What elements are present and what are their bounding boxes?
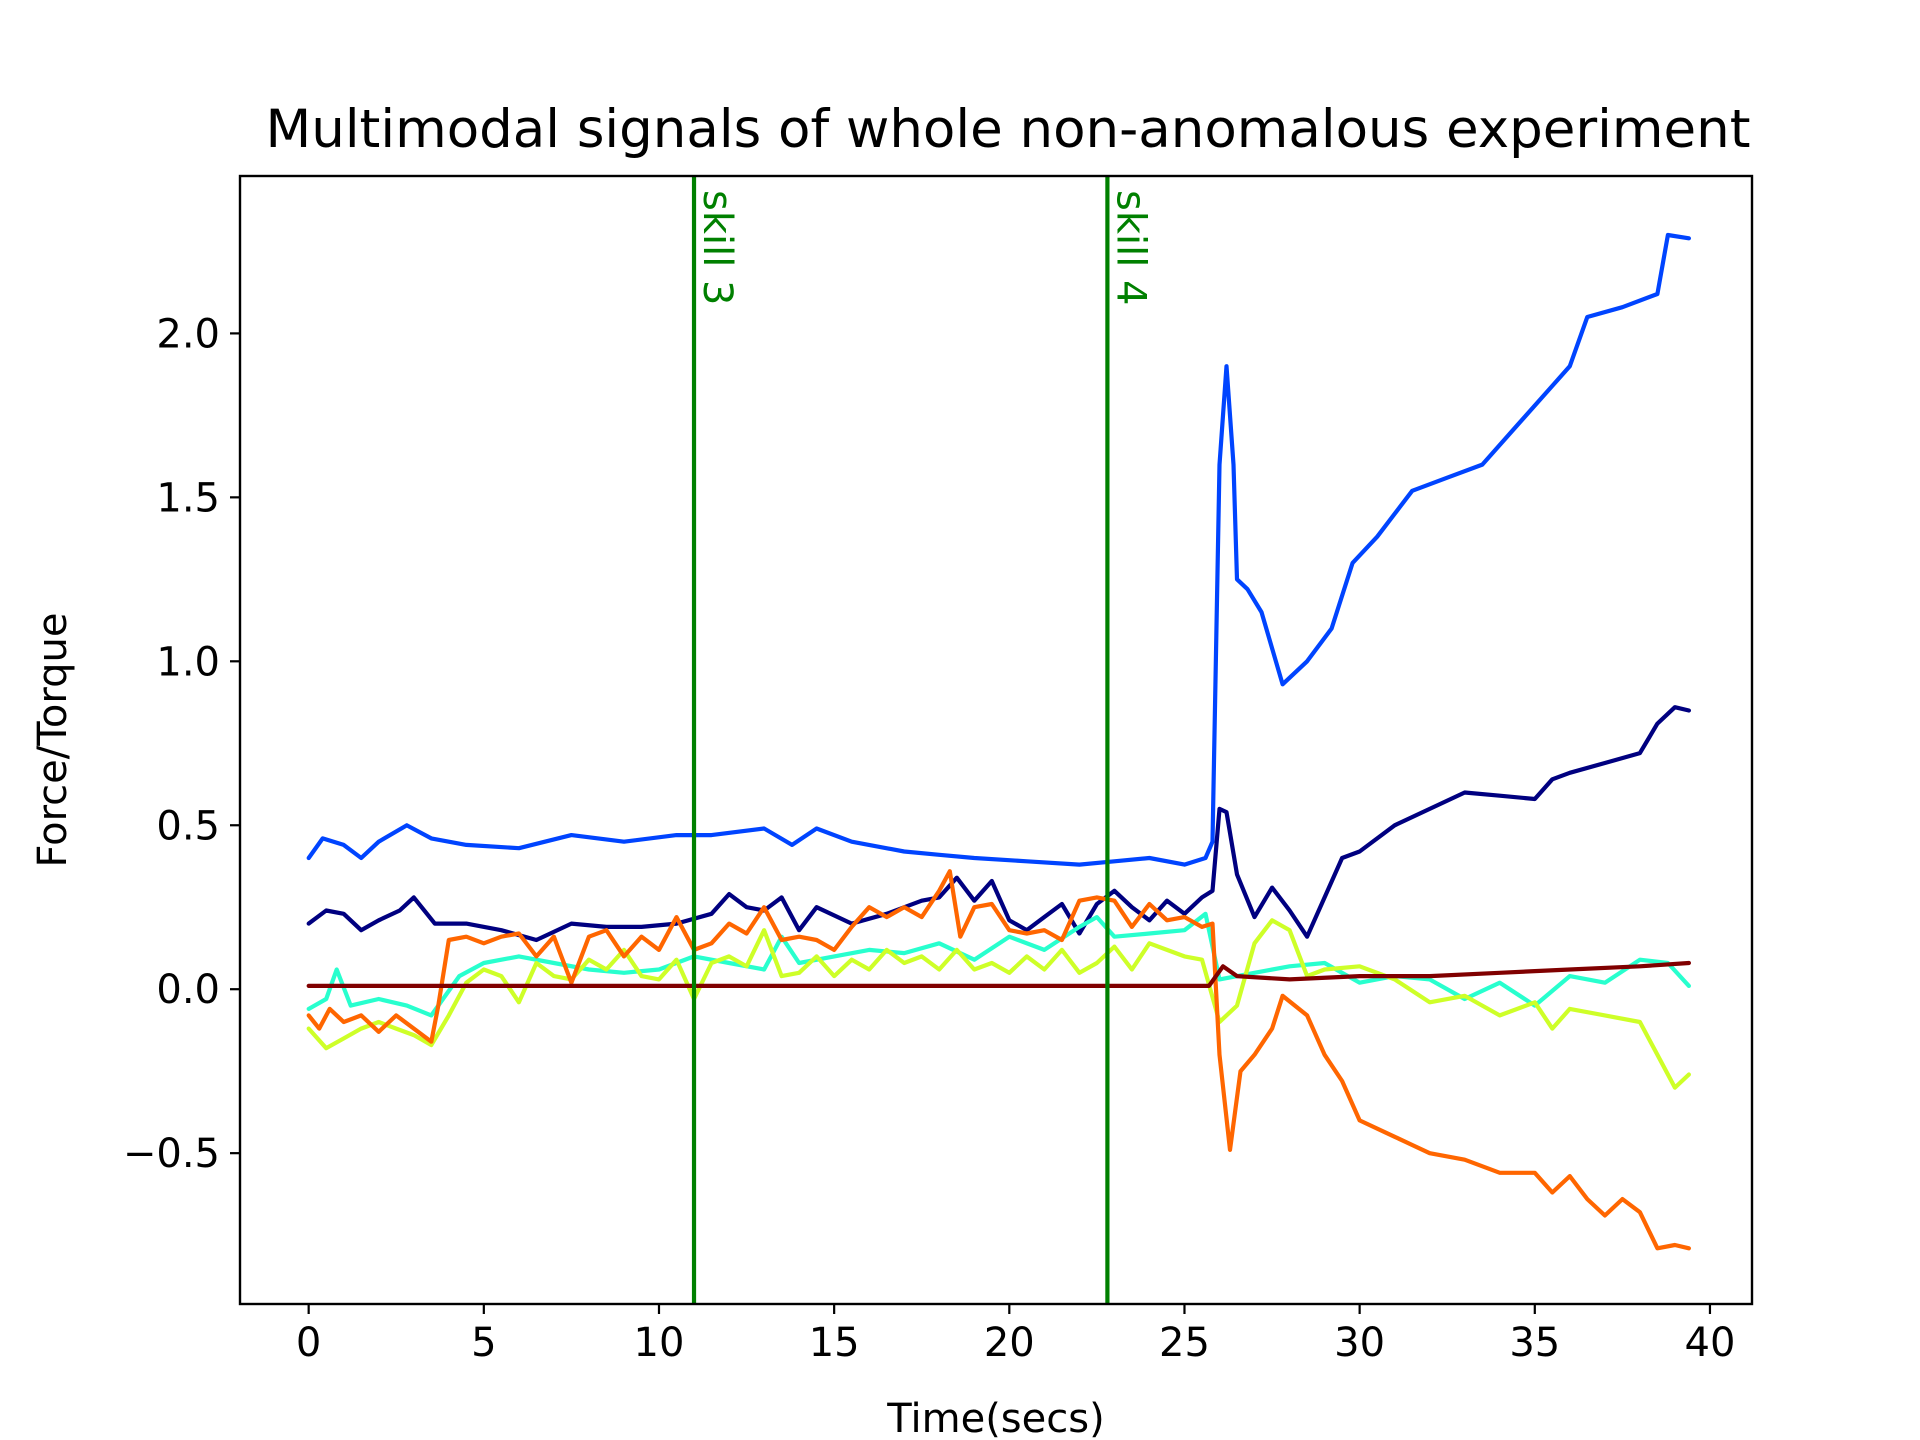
x-tick-label: 30 [1334,1320,1385,1366]
vline-label-2: skill 4 [1107,190,1153,306]
x-tick-label: 25 [1159,1320,1210,1366]
plot-area: skill 3 skill 4 [306,176,1691,1304]
x-tick-label: 35 [1509,1320,1560,1366]
series-line-2 [306,705,1691,943]
x-tick-label: 10 [634,1320,685,1366]
x-tick-label: 40 [1685,1320,1736,1366]
x-axis-label: Time(secs) [886,1396,1104,1440]
y-axis-label: Force/Torque [30,613,76,868]
y-tick-label: 0.5 [156,803,220,849]
y-tick-label: 1.5 [156,475,220,521]
x-tick-label: 20 [984,1320,1035,1366]
series-line-3 [306,911,1691,1018]
y-tick-label: 1.0 [156,639,220,685]
series-line-1 [306,232,1691,867]
x-tick-label: 15 [809,1320,860,1366]
chart-title: Multimodal signals of whole non-anomalou… [266,99,1751,160]
series-line-6 [306,960,1691,988]
series-line-4 [306,918,1691,1090]
x-tick-label: 0 [296,1320,321,1366]
y-tick-label: 2.0 [156,311,220,357]
x-axis: 0 5 10 15 20 25 30 35 40 [296,1304,1735,1366]
vline-label-1: skill 3 [694,190,740,306]
y-tick-label: −0.5 [123,1131,220,1177]
x-tick-label: 5 [471,1320,496,1366]
series-line-5 [306,869,1691,1251]
y-tick-label: 0.0 [156,967,220,1013]
plot-frame [238,174,1754,1306]
y-axis: −0.5 0.0 0.5 1.0 1.5 2.0 [123,311,240,1177]
